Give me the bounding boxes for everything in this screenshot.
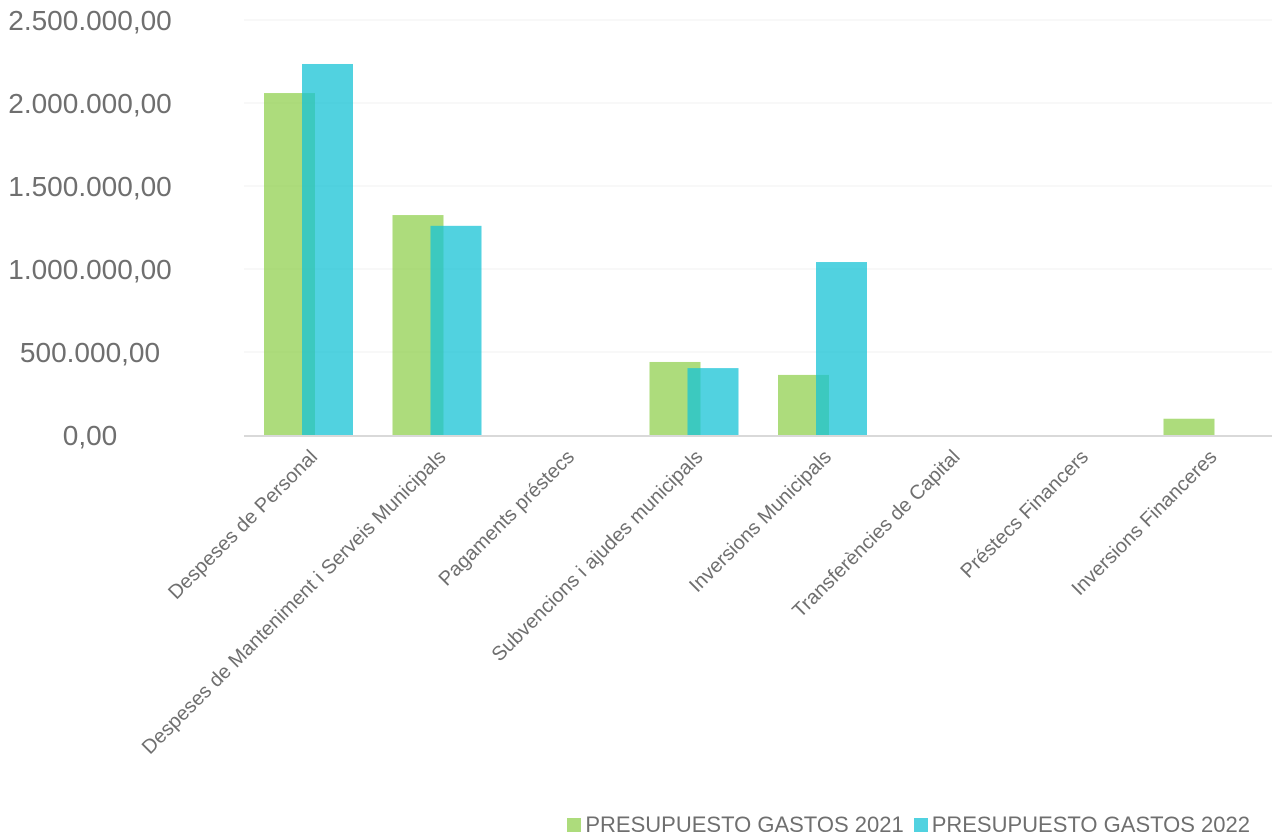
legend-swatch-2022	[913, 818, 928, 832]
y-tick-label: 500.000,00	[20, 337, 160, 368]
legend-item-2021: PRESUPUESTO GASTOS 2021	[567, 812, 904, 838]
x-category-label: Subvencions i ajudes municipals	[488, 446, 708, 666]
bar-2021	[1163, 418, 1215, 435]
y-tick-label: 2.500.000,00	[8, 5, 172, 36]
bar-2022	[687, 368, 739, 435]
x-category-label: Préstecs Financers	[956, 446, 1093, 583]
bars	[264, 63, 1215, 436]
y-tick-label: 2.000.000,00	[8, 88, 172, 119]
legend-label-2021: PRESUPUESTO GASTOS 2021	[585, 812, 904, 837]
y-axis-tick-labels: 0,00 500.000,00 1.000.000,00 1.500.000,00 2.…	[8, 5, 172, 451]
x-category-label: Inversions Financeres	[1068, 446, 1222, 600]
legend-item-2022: PRESUPUESTO GASTOS 2022	[913, 812, 1250, 838]
x-category-label: Inversions Municipals	[685, 446, 836, 597]
legend-label-2022: PRESUPUESTO GASTOS 2022	[931, 812, 1250, 837]
x-category-label: Despeses de Personal	[164, 446, 322, 604]
y-tick-label: 1.000.000,00	[8, 254, 172, 285]
bar-2022	[302, 63, 353, 436]
legend-swatch-2021	[567, 818, 582, 832]
legend: PRESUPUESTO GASTOS 2021 PRESUPUESTO GAST…	[567, 812, 1250, 838]
x-category-label: Pagaments préstecs	[435, 446, 579, 590]
y-tick-label: 0,00	[63, 420, 118, 451]
bar-2022	[430, 225, 482, 435]
y-tick-label: 1.500.000,00	[8, 171, 172, 202]
x-category-label: Despeses de Manteniment i Serveis Munici…	[138, 446, 451, 759]
bar-2022	[816, 262, 867, 435]
